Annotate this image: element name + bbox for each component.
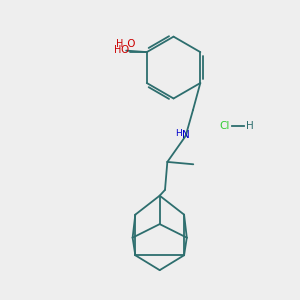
Text: Cl: Cl [219, 122, 230, 131]
Text: H: H [246, 122, 254, 131]
Text: H: H [114, 45, 121, 55]
Text: H: H [175, 130, 182, 139]
Text: O: O [124, 39, 135, 49]
Text: H: H [116, 39, 124, 49]
Text: N: N [182, 130, 190, 140]
Text: O: O [121, 45, 129, 55]
